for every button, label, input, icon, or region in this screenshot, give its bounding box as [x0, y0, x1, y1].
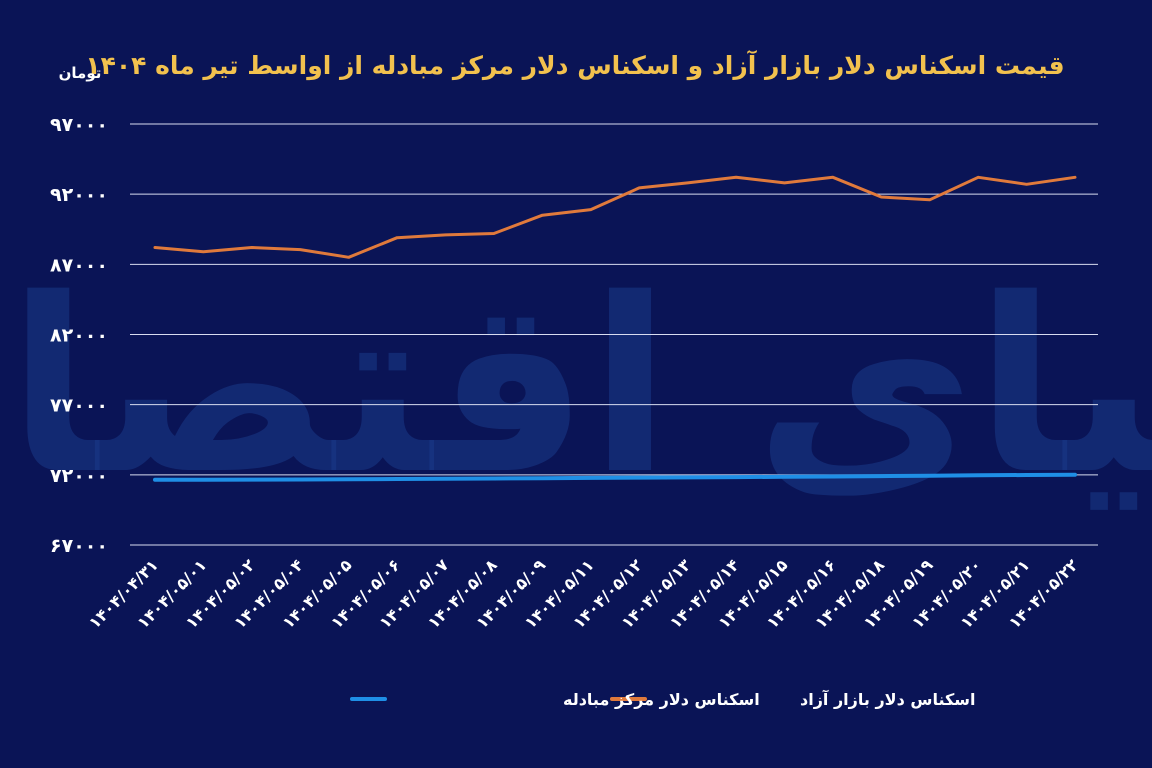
chart-title: قیمت اسکناس دلار بازار آزاد و اسکناس دلا…	[85, 50, 1064, 81]
y-tick-label: ۶۷۰۰۰	[50, 535, 108, 557]
y-tick-label: ۸۷۰۰۰	[50, 254, 108, 276]
watermark: دنیای اقتصاد	[0, 247, 1152, 527]
series-line-free-market	[153, 175, 1077, 259]
y-tick-label: ۷۷۰۰۰	[50, 395, 108, 417]
y-tick-label: ۹۲۰۰۰	[50, 184, 108, 206]
x-axis-ticks: ۱۴۰۴/۰۴/۳۱۱۴۰۴/۰۵/۰۱۱۴۰۴/۰۵/۰۲۱۴۰۴/۰۵/۰۴…	[85, 555, 1082, 632]
y-tick-label: ۷۲۰۰۰	[50, 465, 108, 487]
y-axis-unit-label: تومان	[59, 64, 102, 82]
legend-label-exchange-center: اسکناس دلار مرکز مبادله	[563, 690, 760, 709]
y-tick-label: ۸۲۰۰۰	[50, 325, 108, 347]
series-lines	[153, 175, 1077, 482]
legend: اسکناس دلار بازار آزاد اسکناس دلار مرکز …	[350, 689, 976, 709]
series-line-exchange-center	[153, 472, 1077, 482]
grid-lines	[130, 123, 1098, 546]
y-tick-label: ۹۷۰۰۰	[50, 114, 108, 136]
y-axis-ticks: ۶۷۰۰۰ ۷۲۰۰۰ ۷۷۰۰۰ ۸۲۰۰۰ ۸۷۰۰۰ ۹۲۰۰۰ ۹۷۰۰۰	[50, 114, 108, 557]
watermark-text: دنیای اقتصاد	[0, 247, 1152, 527]
legend-label-free-market: اسکناس دلار بازار آزاد	[800, 689, 976, 709]
